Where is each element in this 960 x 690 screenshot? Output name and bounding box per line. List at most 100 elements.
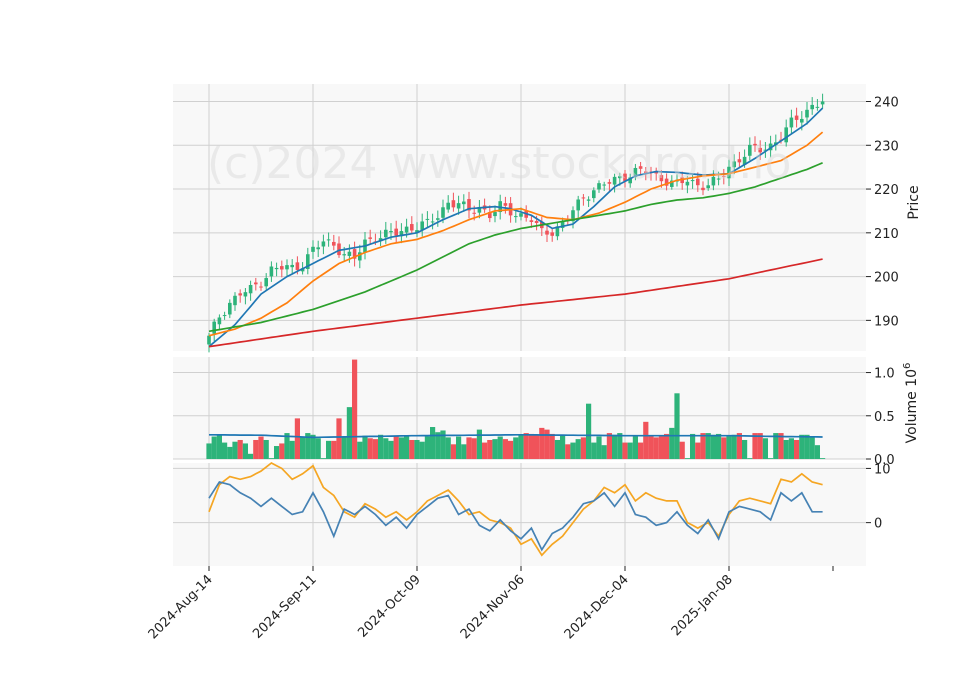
volume-bar xyxy=(762,438,768,459)
candle-body xyxy=(555,226,560,237)
candle-body xyxy=(706,185,710,189)
x-tick-label: 2024-Dec-04 xyxy=(562,572,632,642)
oscillator-fast-line xyxy=(208,481,823,552)
volume-bar xyxy=(482,442,488,459)
volume-bar xyxy=(560,435,566,459)
volume-bar xyxy=(794,439,800,459)
volume-bar xyxy=(435,432,441,459)
volume-bar xyxy=(684,458,690,459)
volume-bar xyxy=(632,436,638,459)
candle-body xyxy=(820,101,825,105)
volume-bar xyxy=(336,418,342,459)
volume-bar xyxy=(258,436,264,459)
volume-bar xyxy=(476,429,482,459)
candle-body xyxy=(753,143,757,146)
volume-bar xyxy=(445,437,451,459)
candle-body xyxy=(805,109,809,118)
candle-body xyxy=(404,226,409,233)
candle-body xyxy=(280,266,284,270)
candle-body xyxy=(274,267,279,270)
volume-bar xyxy=(596,436,602,459)
candle-body xyxy=(425,218,430,220)
volume-bar xyxy=(710,434,716,459)
volume-bar xyxy=(242,443,248,459)
volume-bar xyxy=(773,433,779,459)
candle-body xyxy=(228,302,232,315)
candle-body xyxy=(300,268,305,272)
candle-body xyxy=(638,166,643,169)
candle-body xyxy=(612,176,617,185)
candle-body xyxy=(545,230,549,235)
volume-bar xyxy=(549,433,555,459)
candle-body xyxy=(316,247,320,250)
candle-body xyxy=(462,201,466,205)
volume-bar xyxy=(248,453,254,459)
candle-body xyxy=(384,229,388,238)
candle-body xyxy=(295,262,300,270)
candle-body xyxy=(254,282,258,285)
candle-body xyxy=(711,176,716,186)
candle-body xyxy=(326,239,331,241)
volume-bar xyxy=(398,437,404,459)
ma-200-line xyxy=(208,258,823,348)
candle-body xyxy=(534,220,539,223)
candle-body xyxy=(358,252,362,261)
volume-bar xyxy=(508,440,514,459)
candle-body xyxy=(446,202,450,210)
volume-bar xyxy=(539,427,545,459)
candle-body xyxy=(602,184,606,186)
volume-bar xyxy=(461,444,467,459)
volume-bar xyxy=(388,440,394,459)
candle-body xyxy=(410,224,414,231)
volume-bar xyxy=(726,436,732,459)
candle-body xyxy=(352,249,357,259)
candle-body xyxy=(800,118,804,123)
volume-bar xyxy=(544,429,550,459)
volume-bar xyxy=(419,441,425,459)
volume-bar xyxy=(352,359,358,459)
price-axis-ytick-label: 240 xyxy=(874,96,899,111)
volume-bar xyxy=(554,439,560,459)
volume-bar xyxy=(414,439,420,459)
volume-bar xyxy=(731,434,737,459)
volume-bar xyxy=(747,458,753,459)
volume-bar xyxy=(617,433,623,459)
volume-bar xyxy=(268,458,274,459)
candle-body xyxy=(514,216,518,218)
candle-body xyxy=(550,232,554,236)
candle-body xyxy=(815,106,820,108)
volume-bar xyxy=(211,436,217,459)
candle-body xyxy=(238,293,242,296)
candle-body xyxy=(789,117,794,128)
candle-body xyxy=(592,190,596,199)
price-panel: 190 200 210 220 230 240 Price xyxy=(173,84,922,353)
volume-bar xyxy=(315,438,321,459)
volume-bar xyxy=(804,434,810,459)
volume-bar xyxy=(783,439,789,459)
volume-bar xyxy=(674,393,680,459)
ma-long-line xyxy=(208,162,823,333)
candle-body xyxy=(430,221,435,223)
ma-mid-line xyxy=(208,131,824,337)
volume-bar xyxy=(518,434,524,459)
volume-bar xyxy=(450,444,456,459)
volume-bar xyxy=(409,439,415,459)
oscillator-panel-background xyxy=(173,463,866,566)
volume-bar xyxy=(565,444,571,459)
candle-body xyxy=(732,161,736,168)
candle-body xyxy=(618,176,622,179)
candle-body xyxy=(451,200,456,208)
volume-bar xyxy=(664,433,670,459)
volume-bar xyxy=(658,436,664,459)
candle-body xyxy=(659,175,664,182)
candle-body xyxy=(420,221,424,230)
candle-body xyxy=(415,230,419,233)
volume-bar xyxy=(341,437,347,459)
candle-body xyxy=(576,199,580,211)
volume-bar xyxy=(799,434,805,459)
volume-bar xyxy=(383,438,389,459)
volume-bar xyxy=(586,403,592,459)
volume-bar xyxy=(305,433,311,459)
volume-bar xyxy=(456,436,462,459)
volume-bar xyxy=(393,436,399,459)
